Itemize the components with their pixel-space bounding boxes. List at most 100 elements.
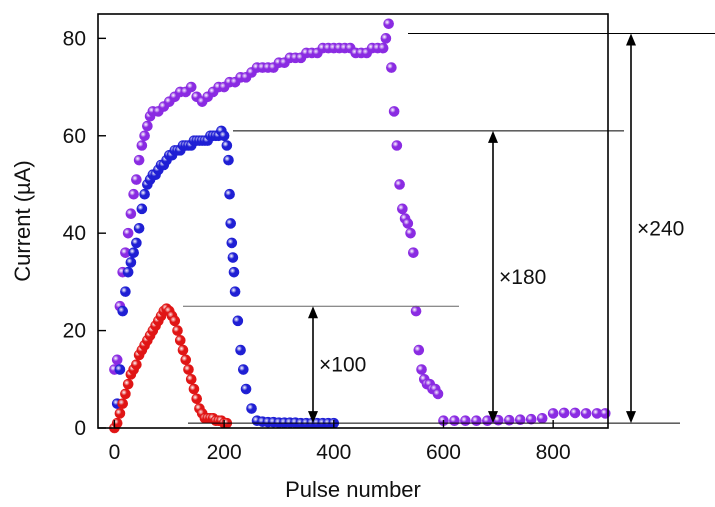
data-point <box>120 388 131 400</box>
y-tick-label: 80 <box>63 27 86 50</box>
data-point <box>131 174 142 185</box>
y-tick-label: 40 <box>63 222 86 245</box>
data-point <box>174 335 186 346</box>
data-point <box>235 344 246 356</box>
data-point <box>114 364 126 375</box>
data-point <box>232 315 244 327</box>
arrow-head-up <box>308 306 318 319</box>
data-point <box>246 403 257 414</box>
scale-factor-label: ×180 <box>499 266 546 289</box>
data-point <box>125 208 137 219</box>
data-point <box>536 412 548 424</box>
data-point <box>503 414 515 426</box>
series-2 <box>109 303 233 434</box>
data-point <box>377 42 389 54</box>
data-point <box>408 247 419 258</box>
data-point <box>547 408 559 419</box>
data-point <box>218 130 230 142</box>
data-point <box>131 359 142 370</box>
data-point <box>226 237 238 249</box>
data-point <box>120 286 131 297</box>
data-point <box>136 140 148 151</box>
data-point <box>133 154 145 166</box>
plot-frame <box>97 13 609 429</box>
y-tick-label: 60 <box>63 125 86 148</box>
data-point <box>139 130 150 142</box>
data-point <box>238 364 249 375</box>
arrow-head-up <box>626 33 636 46</box>
data-point <box>136 203 148 215</box>
data-point <box>117 398 128 409</box>
data-point <box>223 154 234 166</box>
annotation-lines: ×100 ×180 ×240 <box>183 32 715 424</box>
data-point <box>125 257 137 268</box>
scale-factor-label: ×100 <box>319 354 366 377</box>
data-point <box>180 354 192 366</box>
data-point <box>391 140 403 151</box>
data-point <box>413 344 425 356</box>
data-point <box>225 218 237 229</box>
data-point <box>397 203 408 215</box>
data-point <box>224 188 235 200</box>
data-point <box>558 407 570 419</box>
data-point <box>525 413 537 425</box>
data-point <box>394 179 405 190</box>
arrow-head-down <box>488 411 498 424</box>
data-point <box>432 388 444 400</box>
data-point <box>111 354 123 366</box>
x-tick-label: 0 <box>109 441 121 464</box>
data-point <box>133 223 145 234</box>
data-point <box>111 417 123 429</box>
data-point <box>183 364 194 375</box>
arrow-head-down <box>626 411 636 424</box>
data-point <box>380 33 392 44</box>
scale-factor-label: ×240 <box>637 217 684 240</box>
x-tick-label: 200 <box>207 441 242 464</box>
data-point <box>449 415 460 426</box>
data-point <box>122 227 134 239</box>
data-point <box>228 266 240 278</box>
data-point <box>122 266 134 278</box>
axis-ticks: 0 200 400 600 800 0 20 40 60 80 <box>63 27 571 464</box>
data-point <box>227 252 239 263</box>
data-point <box>185 81 197 93</box>
data-point <box>139 188 150 200</box>
data-point <box>128 188 139 200</box>
y-tick-label: 20 <box>63 320 86 343</box>
data-point <box>402 218 414 229</box>
data-point <box>569 407 581 419</box>
series-1 <box>111 125 340 429</box>
y-axis-title: Current (µA) <box>10 160 35 281</box>
data-point <box>185 373 197 385</box>
data-point <box>122 378 134 390</box>
data-point <box>188 383 200 395</box>
data-point <box>191 393 203 405</box>
series-0 <box>109 18 611 426</box>
data-point <box>240 383 252 395</box>
data-point <box>142 120 153 132</box>
y-tick-label: 0 <box>74 417 86 440</box>
data-point <box>388 106 400 117</box>
data-point <box>169 315 181 327</box>
data-point <box>410 305 422 317</box>
data-point <box>114 408 126 419</box>
data-point <box>405 227 416 239</box>
arrow-head-down <box>308 411 318 424</box>
x-tick-label: 400 <box>316 441 351 464</box>
x-axis-title: Pulse number <box>285 477 421 502</box>
data-point <box>177 344 189 356</box>
data-point <box>580 408 592 419</box>
data-point <box>117 305 128 317</box>
arrow-head-up <box>488 130 498 143</box>
data-point <box>386 62 397 73</box>
x-tick-label: 600 <box>426 441 461 464</box>
x-tick-label: 800 <box>536 441 571 464</box>
data-point <box>514 414 526 426</box>
data-point <box>131 237 142 249</box>
data-point <box>172 325 183 336</box>
data-point <box>416 364 427 375</box>
data-point <box>471 415 482 426</box>
data-point <box>383 18 394 30</box>
data-point <box>221 140 233 151</box>
